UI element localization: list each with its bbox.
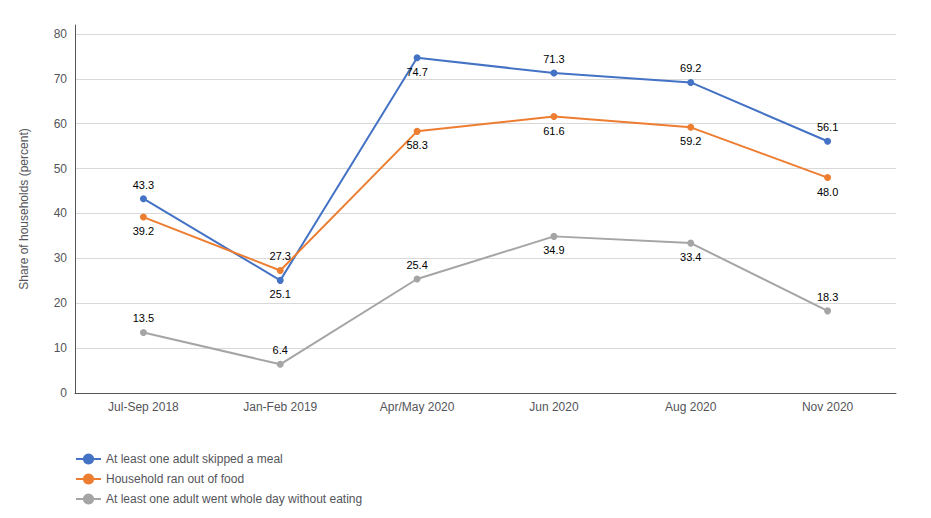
svg-text:Jun 2020: Jun 2020 xyxy=(529,400,579,414)
svg-text:30: 30 xyxy=(54,251,68,265)
svg-text:59.2: 59.2 xyxy=(680,135,701,147)
svg-text:25.1: 25.1 xyxy=(270,288,291,300)
svg-text:Jan-Feb 2019: Jan-Feb 2019 xyxy=(243,400,317,414)
svg-text:40: 40 xyxy=(54,206,68,220)
svg-text:Apr/May 2020: Apr/May 2020 xyxy=(380,400,455,414)
svg-text:71.3: 71.3 xyxy=(543,53,564,65)
svg-text:61.6: 61.6 xyxy=(543,125,564,137)
svg-text:34.9: 34.9 xyxy=(543,244,564,256)
svg-text:69.2: 69.2 xyxy=(680,62,701,74)
svg-text:33.4: 33.4 xyxy=(680,251,701,263)
svg-text:Aug 2020: Aug 2020 xyxy=(665,400,717,414)
svg-text:43.3: 43.3 xyxy=(133,179,154,191)
svg-text:Share of households (percent): Share of households (percent) xyxy=(17,128,31,289)
svg-text:27.3: 27.3 xyxy=(270,250,291,262)
svg-text:18.3: 18.3 xyxy=(817,291,838,303)
svg-text:80: 80 xyxy=(54,27,68,41)
svg-text:74.7: 74.7 xyxy=(406,66,427,78)
svg-text:0: 0 xyxy=(60,386,67,400)
svg-text:Household ran out of food: Household ran out of food xyxy=(106,472,244,486)
svg-text:20: 20 xyxy=(54,296,68,310)
svg-text:At least one adult skipped a m: At least one adult skipped a meal xyxy=(106,452,283,466)
svg-text:58.3: 58.3 xyxy=(406,139,427,151)
svg-text:70: 70 xyxy=(54,72,68,86)
svg-text:25.4: 25.4 xyxy=(406,259,427,271)
svg-text:60: 60 xyxy=(54,117,68,131)
svg-text:At least one adult went whole: At least one adult went whole day withou… xyxy=(106,492,362,506)
svg-text:50: 50 xyxy=(54,162,68,176)
svg-text:13.5: 13.5 xyxy=(133,312,154,324)
svg-text:10: 10 xyxy=(54,341,68,355)
svg-text:Jul-Sep 2018: Jul-Sep 2018 xyxy=(108,400,179,414)
svg-text:48.0: 48.0 xyxy=(817,186,838,198)
svg-text:6.4: 6.4 xyxy=(273,344,288,356)
svg-text:39.2: 39.2 xyxy=(133,225,154,237)
svg-text:Nov 2020: Nov 2020 xyxy=(802,400,854,414)
svg-text:56.1: 56.1 xyxy=(817,121,838,133)
